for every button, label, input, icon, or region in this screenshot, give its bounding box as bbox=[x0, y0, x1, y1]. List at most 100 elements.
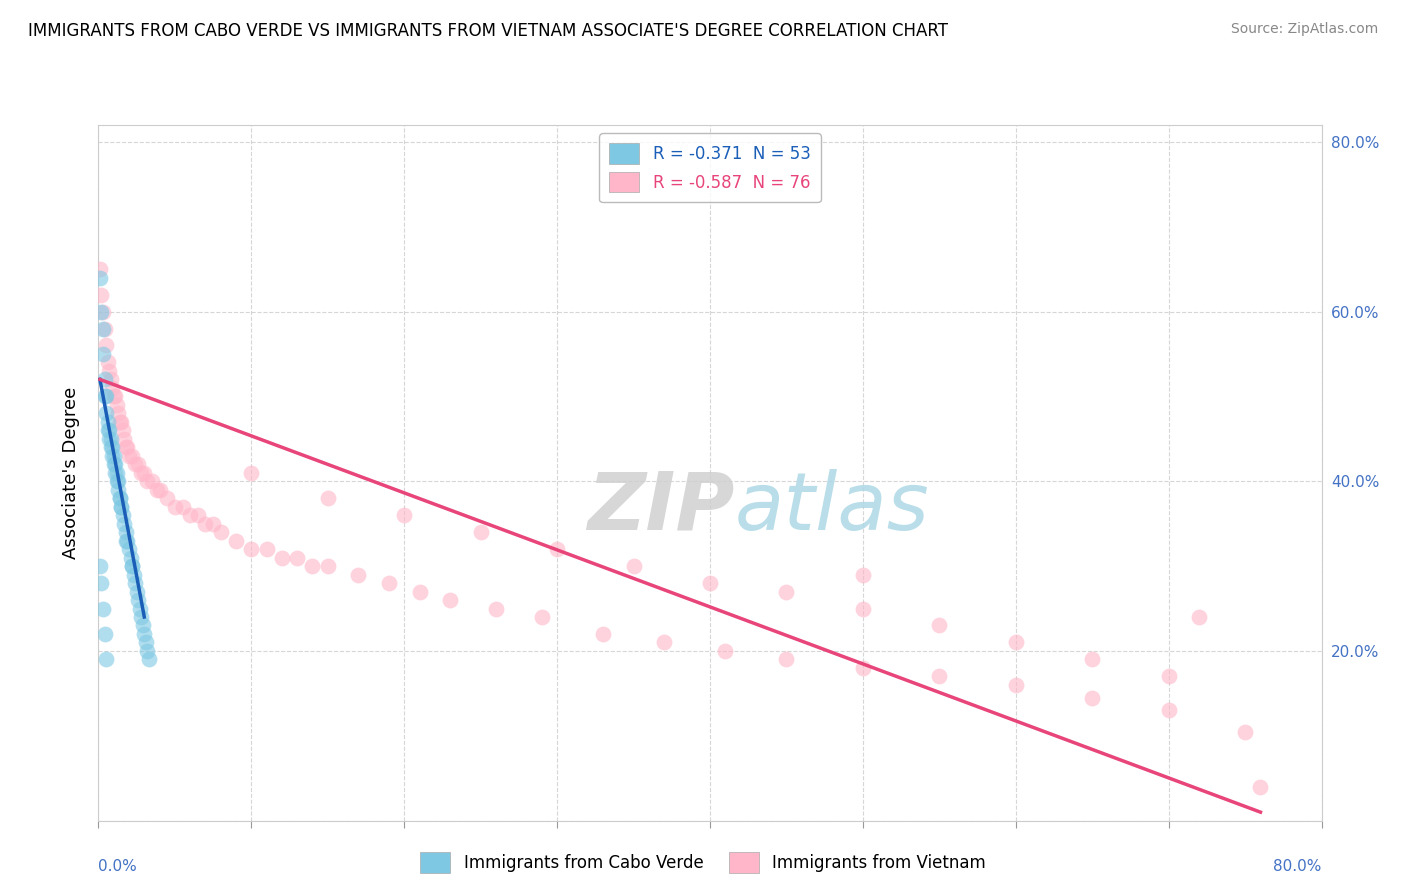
Point bbox=[125, 584, 148, 599]
Point bbox=[316, 559, 339, 574]
Point bbox=[852, 601, 875, 615]
Point bbox=[592, 627, 614, 641]
Point bbox=[89, 270, 111, 285]
Point bbox=[110, 415, 132, 429]
Point bbox=[194, 516, 217, 531]
Point bbox=[1004, 635, 1026, 649]
Point bbox=[104, 457, 127, 471]
Point bbox=[1249, 780, 1271, 794]
Point bbox=[104, 466, 127, 480]
Legend: Immigrants from Cabo Verde, Immigrants from Vietnam: Immigrants from Cabo Verde, Immigrants f… bbox=[413, 846, 993, 880]
Point bbox=[97, 415, 120, 429]
Point bbox=[209, 525, 232, 540]
Point bbox=[378, 576, 401, 591]
Point bbox=[105, 398, 128, 412]
Point bbox=[775, 584, 797, 599]
Point bbox=[121, 559, 143, 574]
Point bbox=[928, 669, 950, 683]
Point bbox=[127, 593, 149, 607]
Point bbox=[100, 372, 122, 386]
Point bbox=[101, 449, 124, 463]
Point bbox=[1004, 678, 1026, 692]
Point bbox=[392, 508, 416, 523]
Point bbox=[124, 457, 146, 471]
Point bbox=[129, 610, 152, 624]
Point bbox=[121, 449, 143, 463]
Point bbox=[316, 491, 339, 506]
Point bbox=[110, 500, 132, 514]
Point bbox=[240, 542, 263, 557]
Point bbox=[122, 567, 145, 582]
Point bbox=[408, 584, 430, 599]
Y-axis label: Associate's Degree: Associate's Degree bbox=[62, 386, 80, 559]
Point bbox=[120, 550, 142, 565]
Point bbox=[93, 321, 115, 335]
Point bbox=[105, 466, 128, 480]
Point bbox=[852, 567, 875, 582]
Text: 0.0%: 0.0% bbox=[98, 859, 138, 874]
Point bbox=[94, 406, 117, 420]
Point bbox=[145, 483, 167, 497]
Point bbox=[105, 475, 128, 489]
Point bbox=[128, 601, 150, 615]
Point bbox=[107, 406, 129, 420]
Point bbox=[1188, 610, 1211, 624]
Point bbox=[1157, 669, 1180, 683]
Point bbox=[91, 347, 114, 361]
Point bbox=[240, 466, 263, 480]
Point bbox=[107, 483, 129, 497]
Point bbox=[530, 610, 553, 624]
Point bbox=[104, 389, 127, 403]
Point bbox=[270, 550, 292, 565]
Point bbox=[163, 500, 186, 514]
Point bbox=[485, 601, 508, 615]
Point bbox=[1157, 703, 1180, 717]
Point bbox=[1081, 652, 1104, 666]
Point bbox=[135, 635, 157, 649]
Point bbox=[90, 304, 112, 318]
Point bbox=[156, 491, 179, 506]
Point bbox=[136, 644, 159, 658]
Point bbox=[928, 618, 950, 632]
Point bbox=[98, 364, 121, 378]
Point bbox=[89, 559, 111, 574]
Point bbox=[117, 533, 139, 548]
Point bbox=[112, 516, 135, 531]
Point bbox=[103, 457, 125, 471]
Point bbox=[652, 635, 675, 649]
Point bbox=[93, 372, 115, 386]
Point bbox=[115, 533, 138, 548]
Point bbox=[94, 652, 117, 666]
Point bbox=[110, 500, 132, 514]
Point bbox=[94, 338, 117, 352]
Point bbox=[97, 423, 120, 437]
Point bbox=[301, 559, 323, 574]
Point bbox=[90, 576, 112, 591]
Point bbox=[136, 475, 159, 489]
Point bbox=[100, 440, 122, 454]
Point bbox=[852, 661, 875, 675]
Point bbox=[347, 567, 370, 582]
Point bbox=[111, 423, 134, 437]
Point bbox=[111, 508, 134, 523]
Point bbox=[124, 576, 146, 591]
Text: atlas: atlas bbox=[734, 468, 929, 547]
Text: 80.0%: 80.0% bbox=[1274, 859, 1322, 874]
Point bbox=[115, 440, 138, 454]
Point bbox=[439, 593, 461, 607]
Point bbox=[91, 601, 114, 615]
Point bbox=[97, 355, 120, 369]
Point bbox=[91, 304, 114, 318]
Point bbox=[118, 542, 141, 557]
Point bbox=[90, 287, 112, 301]
Point bbox=[132, 618, 155, 632]
Point bbox=[98, 423, 121, 437]
Point bbox=[699, 576, 721, 591]
Text: IMMIGRANTS FROM CABO VERDE VS IMMIGRANTS FROM VIETNAM ASSOCIATE'S DEGREE CORRELA: IMMIGRANTS FROM CABO VERDE VS IMMIGRANTS… bbox=[28, 22, 948, 40]
Point bbox=[101, 381, 124, 395]
Point bbox=[91, 321, 114, 335]
Point bbox=[107, 475, 129, 489]
Point bbox=[115, 525, 138, 540]
Point bbox=[470, 525, 492, 540]
Point bbox=[98, 432, 121, 446]
